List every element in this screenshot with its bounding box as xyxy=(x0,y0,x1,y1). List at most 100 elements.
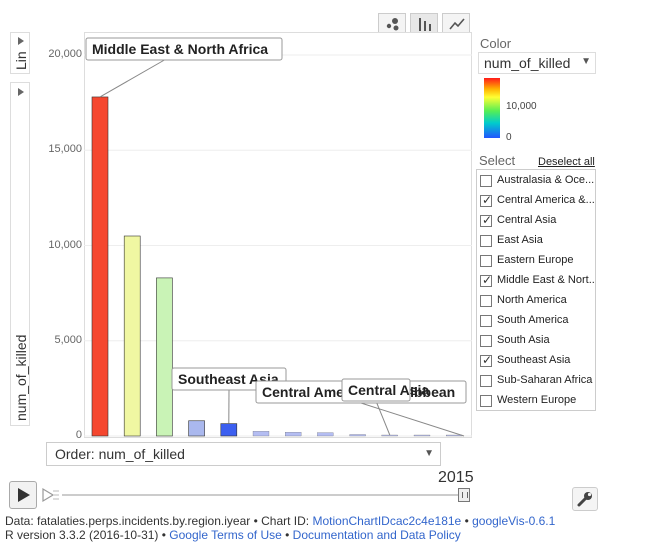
bar[interactable] xyxy=(123,235,141,437)
googlevis-link[interactable]: googleVis-0.6.1 xyxy=(472,514,556,528)
bar[interactable] xyxy=(381,434,398,437)
chart-id-link[interactable]: MotionChartIDcac2c4e181e xyxy=(312,514,462,528)
select-checkbox[interactable]: ✓ xyxy=(480,213,493,227)
order-select-value: Order: num_of_killed xyxy=(55,446,185,462)
y-tick-label: 10,000 xyxy=(48,238,82,251)
checkmark-icon: ✓ xyxy=(482,213,493,227)
callout-box xyxy=(341,378,411,402)
select-item-label: Sub-Saharan Africa xyxy=(497,374,593,386)
bubble-view-button[interactable] xyxy=(378,13,406,33)
select-item[interactable]: Western Europe xyxy=(480,392,594,412)
y-tick-label: 5,000 xyxy=(54,333,82,346)
play-button[interactable] xyxy=(9,481,37,509)
select-item-label: South Asia xyxy=(497,334,550,346)
callout-label: Southeast Asia xyxy=(178,371,279,387)
play-icon xyxy=(18,488,30,502)
color-select-value: num_of_killed xyxy=(484,55,571,71)
bar[interactable] xyxy=(413,434,431,437)
select-item[interactable]: ✓ Southeast Asia xyxy=(480,352,594,372)
y-tick-label: 15,000 xyxy=(48,143,82,156)
callout[interactable]: Central Asia xyxy=(341,378,429,402)
select-item-label: Central Asia xyxy=(497,214,557,226)
dropdown-arrow-icon: ▼ xyxy=(581,56,591,67)
select-checkbox[interactable] xyxy=(480,175,492,187)
select-checkbox[interactable] xyxy=(480,315,492,327)
bar[interactable] xyxy=(317,432,334,437)
x-scale-control[interactable]: Lin xyxy=(10,32,30,74)
bar-chart[interactable]: Middle East & North Africa Southeast Asia… xyxy=(84,32,472,438)
bar[interactable] xyxy=(349,434,366,437)
select-checkbox[interactable]: ✓ xyxy=(480,353,493,367)
select-item[interactable]: ✓ Middle East & Nort... xyxy=(480,272,594,292)
wrench-icon xyxy=(577,492,592,507)
select-item[interactable]: East Asia xyxy=(480,232,594,252)
select-item-label: South America xyxy=(497,314,569,326)
bar[interactable] xyxy=(220,423,238,437)
line-chart-icon xyxy=(449,18,465,30)
select-checkbox[interactable] xyxy=(480,375,492,387)
order-select[interactable]: Order: num_of_killed ▼ xyxy=(46,442,441,466)
x-scale-label: Lin xyxy=(13,51,29,70)
y-tick-label: 0 xyxy=(75,429,82,441)
select-item-label: North America xyxy=(497,294,567,306)
callout-leader xyxy=(99,59,165,98)
color-scale-min: 0 xyxy=(506,132,512,143)
select-item-label: Australasia & Oce... xyxy=(497,174,594,186)
y-axis-label: num_of_killed xyxy=(13,334,29,421)
callout-label: Central Asia xyxy=(348,382,429,398)
select-item[interactable]: ✓ Central Asia xyxy=(480,212,594,232)
callout[interactable]: Middle East & North Africa xyxy=(85,37,283,61)
select-checkbox[interactable]: ✓ xyxy=(480,273,493,287)
bar[interactable] xyxy=(156,277,173,437)
footer-separator: • xyxy=(461,514,473,528)
bar[interactable] xyxy=(252,431,270,437)
select-item[interactable]: Eastern Europe xyxy=(480,252,594,272)
y-tick-label: 20,000 xyxy=(48,48,82,61)
select-item[interactable]: Australasia & Oce... xyxy=(480,172,594,192)
select-item-label: Eastern Europe xyxy=(497,254,574,266)
bar[interactable] xyxy=(285,432,302,437)
select-item[interactable]: South America xyxy=(480,312,594,332)
footer-data-text: Data: fatalaties.perps.incidents.by.regi… xyxy=(5,514,313,528)
bar-view-button[interactable] xyxy=(410,13,438,33)
callout-leader xyxy=(375,400,391,436)
select-item-label: Central America &... xyxy=(497,194,594,206)
select-item[interactable]: ✓ Central America &... xyxy=(480,192,594,212)
handle-grip-icon xyxy=(462,492,468,498)
region-select-list: Australasia & Oce... ✓ Central America &..… xyxy=(476,169,596,411)
checkmark-icon: ✓ xyxy=(482,273,493,287)
policy-link[interactable]: Documentation and Data Policy xyxy=(292,528,461,542)
select-checkbox[interactable] xyxy=(480,395,492,407)
time-slider-handle[interactable] xyxy=(458,488,470,502)
select-checkbox[interactable] xyxy=(480,235,492,247)
select-checkbox[interactable] xyxy=(480,295,492,307)
trails-speed-button[interactable] xyxy=(40,485,60,505)
expand-arrow-icon xyxy=(18,37,24,45)
dropdown-arrow-icon: ▼ xyxy=(424,448,434,459)
select-item-label: Western Europe xyxy=(497,394,577,406)
select-checkbox[interactable] xyxy=(480,335,492,347)
expand-arrow-icon xyxy=(18,88,24,96)
year-label: 2015 xyxy=(438,469,474,486)
line-view-button[interactable] xyxy=(442,13,470,33)
color-scale-bar xyxy=(484,78,500,138)
bar[interactable] xyxy=(91,96,109,437)
select-item[interactable]: Sub-Saharan Africa xyxy=(480,372,594,392)
select-item-label: East Asia xyxy=(497,234,543,246)
select-item-label: Southeast Asia xyxy=(497,354,571,366)
select-item[interactable]: South Asia xyxy=(480,332,594,352)
speed-icon xyxy=(42,487,59,503)
select-checkbox[interactable] xyxy=(480,255,492,267)
checkmark-icon: ✓ xyxy=(482,353,493,367)
color-select[interactable]: num_of_killed ▼ xyxy=(478,52,596,74)
time-slider-track[interactable] xyxy=(62,494,462,496)
select-item[interactable]: North America xyxy=(480,292,594,312)
bar[interactable] xyxy=(188,420,205,437)
select-checkbox[interactable]: ✓ xyxy=(480,193,492,207)
bubble-chart-icon xyxy=(386,18,399,31)
settings-button[interactable] xyxy=(572,487,598,511)
y-axis-control[interactable]: num_of_killed xyxy=(10,82,30,426)
footer-separator: • xyxy=(281,528,293,542)
terms-link[interactable]: Google Terms of Use xyxy=(169,528,282,542)
deselect-all-link[interactable]: Deselect all xyxy=(538,156,595,168)
